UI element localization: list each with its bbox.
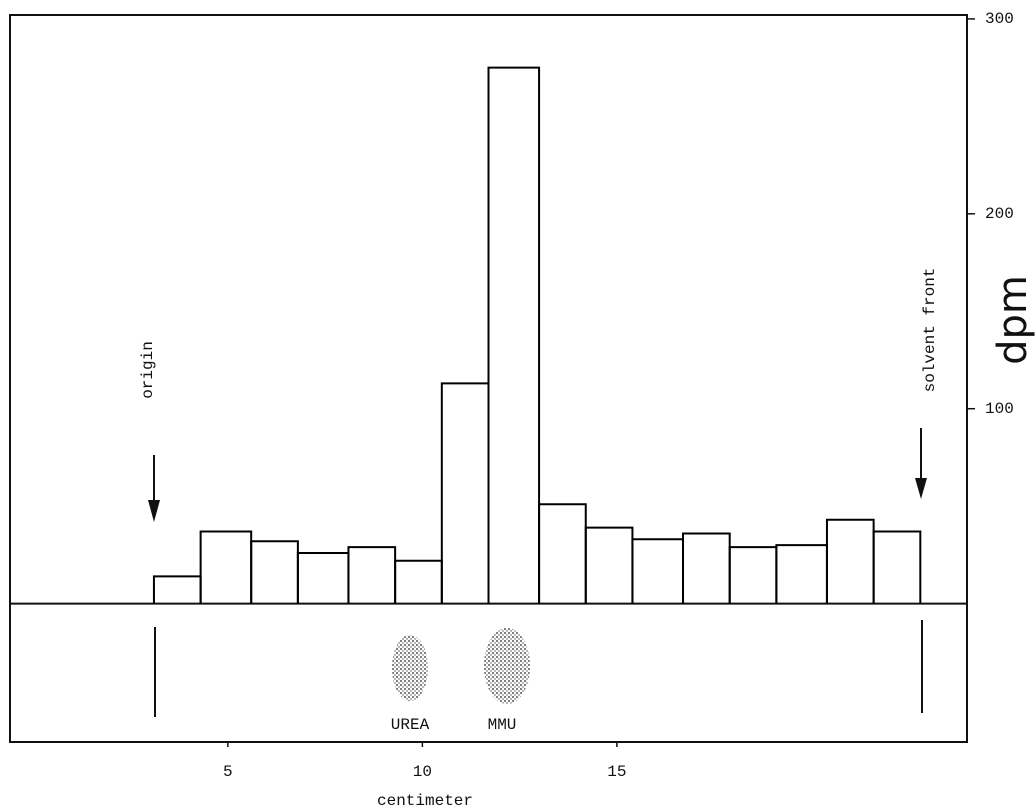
annotation: solvent front (921, 268, 939, 393)
histogram-bar (584, 526, 634, 604)
histogram-bar (631, 538, 685, 604)
histogram-bar (872, 530, 922, 604)
annotation: origin (139, 341, 157, 399)
x-tick-label: 5 (223, 763, 233, 781)
y-tick-label: 100 (985, 400, 1014, 418)
arrow-head (148, 500, 160, 522)
arrow-head (915, 478, 927, 499)
spot-label: MMU (488, 716, 517, 734)
y-tick-label: 300 (985, 10, 1014, 28)
x-tick-label: 10 (413, 763, 432, 781)
histogram-bar (347, 546, 397, 604)
urea-spot (392, 635, 428, 701)
y-tick-label: 200 (985, 205, 1014, 223)
x-axis-label: centimeter (377, 792, 473, 810)
histogram-bar (682, 532, 731, 604)
x-tick-label: 15 (607, 763, 626, 781)
mmu-spot (484, 628, 530, 704)
histogram-bar (487, 66, 541, 604)
y-axis-label: dpm (990, 275, 1036, 365)
histogram-bar (152, 575, 202, 604)
histogram-bar (440, 382, 490, 604)
plot-frame (9, 14, 968, 743)
histogram-bar (296, 551, 350, 604)
histogram-bar (394, 559, 443, 604)
histogram-bar (825, 518, 875, 604)
histogram-bar (199, 530, 253, 604)
spot-label: UREA (391, 716, 430, 734)
histogram-bar (538, 503, 587, 604)
histogram-bar (250, 540, 299, 604)
histogram-bar (775, 544, 828, 604)
histogram-bar (728, 546, 778, 604)
